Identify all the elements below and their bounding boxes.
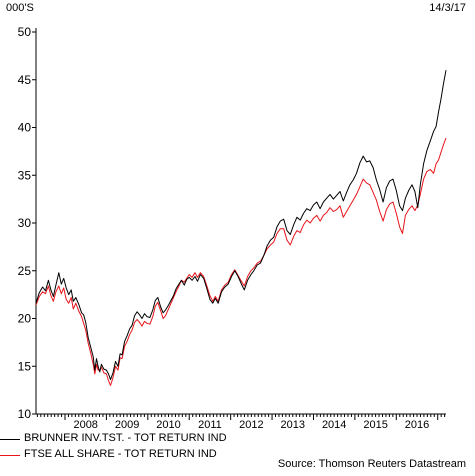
legend-label-ftse: FTSE ALL SHARE - TOT RETURN IND [24, 448, 217, 460]
series-layer [35, 70, 447, 386]
x-tick-label: 2008 [73, 419, 97, 431]
chart-date-label: 14/3/17 [429, 2, 466, 14]
y-tick-label: 40 [18, 121, 32, 135]
legend-label-brunner: BRUNNER INV.TST. - TOT RETURN IND [24, 432, 227, 444]
series-line-1 [35, 137, 447, 386]
y-tick-label: 45 [18, 73, 32, 87]
y-tick-label: 15 [18, 359, 32, 373]
y-tick-label: 30 [18, 216, 32, 230]
legend-item-brunner: BRUNNER INV.TST. - TOT RETURN IND [0, 432, 227, 444]
y-axis-unit-label: 000'S [6, 2, 34, 14]
y-tick-label: 25 [18, 264, 32, 278]
x-tick-label: 2016 [405, 419, 429, 431]
x-tick-label: 2011 [198, 419, 222, 431]
legend-item-ftse: FTSE ALL SHARE - TOT RETURN IND [0, 448, 217, 460]
y-tick-label: 35 [18, 168, 32, 182]
x-axis: 2008 2009 2010 2011 2012 2013 2014 2015 2016 [36, 413, 446, 431]
x-tick-label: 2013 [281, 419, 305, 431]
y-tick-label: 50 [18, 25, 32, 39]
y-axis: 10 15 20 25 30 35 40 45 50 [18, 25, 37, 421]
legend-swatch-brunner [0, 438, 20, 440]
source-note: Source: Thomson Reuters Datastream [277, 458, 466, 470]
x-tick-label: 2015 [363, 419, 387, 431]
x-tick-label: 2014 [322, 419, 346, 431]
x-tick-label: 2009 [115, 419, 139, 431]
x-tick-label: 2012 [239, 419, 263, 431]
y-tick-label: 20 [18, 312, 32, 326]
y-tick-label: 10 [18, 407, 32, 421]
x-tick-label: 2010 [156, 419, 180, 431]
series-line-0 [35, 70, 447, 381]
legend-swatch-ftse [0, 454, 20, 456]
